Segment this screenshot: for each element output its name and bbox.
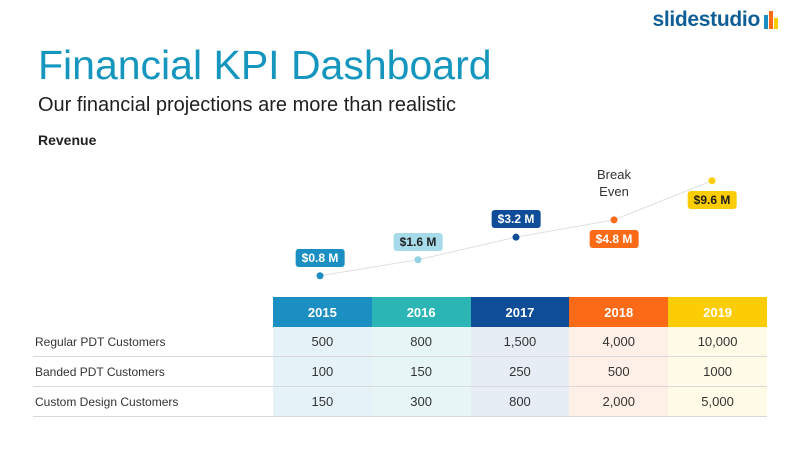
table-cell: 150 <box>371 356 471 387</box>
table-cell: 500 <box>569 356 669 387</box>
revenue-line <box>319 180 713 277</box>
table-corner <box>33 297 273 327</box>
row-label: Regular PDT Customers <box>33 327 273 357</box>
revenue-data-label: $4.8 M <box>589 229 639 248</box>
annotation-line-1: Break <box>597 166 631 182</box>
year-header: 2015 <box>272 297 372 327</box>
break-even-annotation: Break Even <box>597 166 631 200</box>
table-cell: 300 <box>371 386 471 417</box>
logo-text: slidestudio <box>652 8 760 31</box>
table-cell: 4,000 <box>569 327 669 357</box>
year-header: 2019 <box>668 297 767 327</box>
page-title: Financial KPI Dashboard <box>38 42 492 88</box>
table-cell: 1,500 <box>470 327 570 357</box>
logo-mark-icon <box>763 11 778 29</box>
table-row: Regular PDT Customers 500 800 1,500 4,00… <box>33 327 767 357</box>
table-cell: 800 <box>470 386 570 417</box>
table-cell: 2,000 <box>569 386 669 417</box>
table-cell: 5,000 <box>668 386 767 417</box>
revenue-data-label: $0.8 M <box>295 248 345 267</box>
annotation-line-2: Even <box>599 183 629 199</box>
revenue-point <box>316 272 324 280</box>
table-cell: 1000 <box>668 356 767 387</box>
revenue-point <box>708 177 716 185</box>
table-cell: 150 <box>272 386 372 417</box>
revenue-line-chart <box>316 177 716 280</box>
table-header-row: 2015 2016 2017 2018 2019 <box>33 297 767 327</box>
page-subtitle: Our financial projections are more than … <box>38 94 456 116</box>
revenue-data-label: $1.6 M <box>393 232 443 251</box>
revenue-data-label: $3.2 M <box>491 210 541 229</box>
row-label: Custom Design Customers <box>33 386 273 417</box>
table-cell: 800 <box>371 327 471 357</box>
revenue-data-label: $9.6 M <box>687 190 737 209</box>
revenue-point <box>512 233 520 241</box>
revenue-point <box>610 216 618 224</box>
table-cell: 500 <box>272 327 372 357</box>
table-row: Custom Design Customers 150 300 800 2,00… <box>33 386 767 417</box>
table-cell: 250 <box>470 356 570 387</box>
table-row: Banded PDT Customers 100 150 250 500 100… <box>33 356 767 387</box>
year-header: 2017 <box>470 297 570 327</box>
section-label: Revenue <box>38 132 97 148</box>
brand-logo: slidestudio <box>652 8 778 32</box>
revenue-point <box>414 256 422 264</box>
customer-kpi-table: 2015 2016 2017 2018 2019 Regular PDT Cus… <box>33 297 767 417</box>
year-header: 2018 <box>569 297 669 327</box>
table-cell: 100 <box>272 356 372 387</box>
year-header: 2016 <box>371 297 471 327</box>
row-label: Banded PDT Customers <box>33 356 273 387</box>
table-cell: 10,000 <box>668 327 767 357</box>
